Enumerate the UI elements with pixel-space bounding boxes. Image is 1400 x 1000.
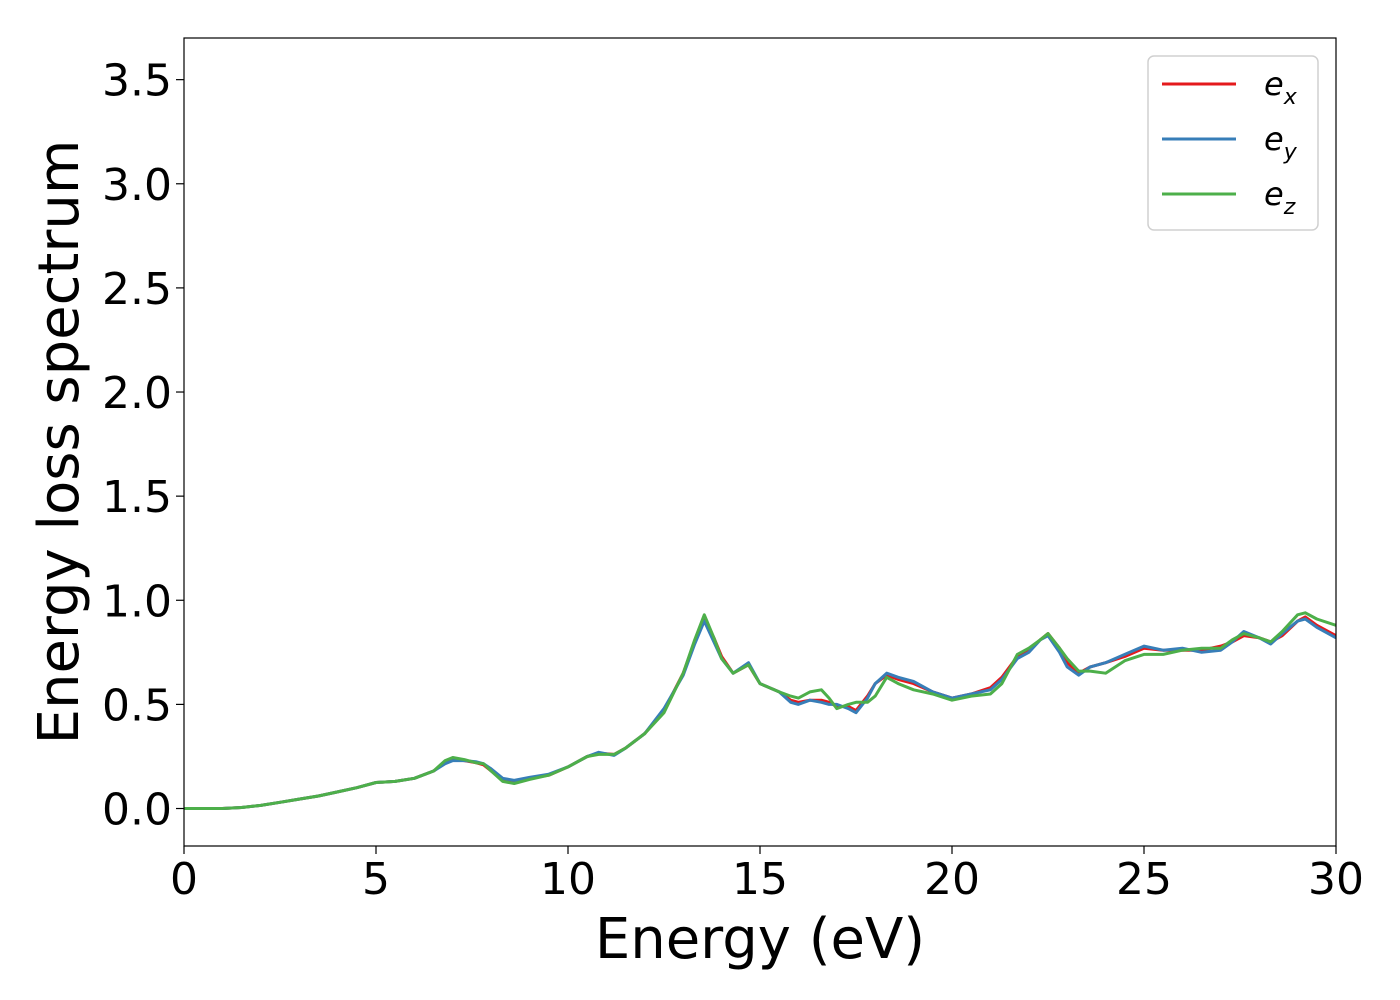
series-line-z xyxy=(184,611,1336,810)
legend-box xyxy=(1147,55,1319,231)
x-tick-label: 0 xyxy=(170,854,198,905)
x-tick-label: 30 xyxy=(1308,854,1364,905)
x-tick-label: 15 xyxy=(732,854,788,905)
legend-label-y: ey xyxy=(1264,120,1298,165)
y-tick-label: 3.0 xyxy=(102,160,172,211)
y-tick-label: 3.5 xyxy=(102,56,172,107)
x-axis: 0 5 10 15 20 25 30 xyxy=(170,846,1364,905)
y-tick-label: 2.0 xyxy=(102,368,172,419)
x-tick-label: 5 xyxy=(362,854,390,905)
y-tick-label: 0.5 xyxy=(102,680,172,731)
y-tick-label: 0.0 xyxy=(102,785,172,836)
legend-label-z: ez xyxy=(1264,175,1296,220)
x-tick-label: 10 xyxy=(540,854,596,905)
series-line-y xyxy=(184,617,1336,810)
series-line-x xyxy=(184,615,1336,810)
y-axis: 0.0 0.5 1.0 1.5 2.0 2.5 3.0 3.5 xyxy=(102,56,184,836)
x-tick-label: 25 xyxy=(1116,854,1172,905)
plot-lines xyxy=(184,611,1336,810)
x-tick-label: 20 xyxy=(924,854,980,905)
legend-label-x: ex xyxy=(1264,65,1298,110)
y-tick-label: 1.0 xyxy=(102,576,172,627)
x-axis-title: Energy (eV) xyxy=(595,907,925,972)
y-axis-title: Energy loss spectrum xyxy=(27,140,92,745)
y-tick-label: 2.5 xyxy=(102,264,172,315)
y-tick-label: 1.5 xyxy=(102,472,172,523)
legend: ex ey ez xyxy=(1147,55,1319,231)
